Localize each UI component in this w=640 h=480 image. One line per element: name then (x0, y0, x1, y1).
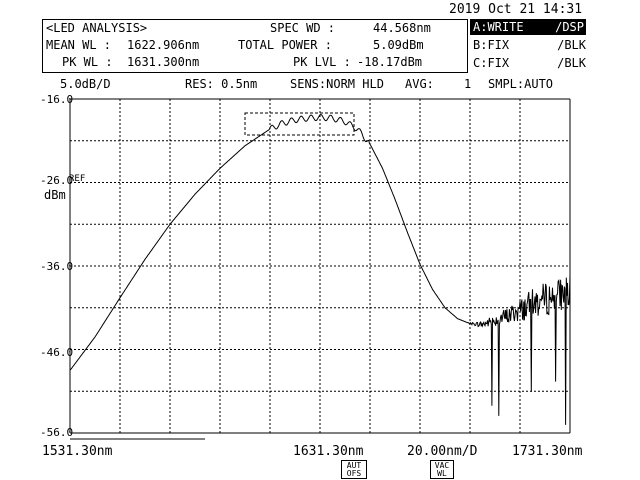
chart-grid (69, 98, 571, 434)
ref-label: REF (69, 174, 86, 184)
trace-a-name: A:WRITE (473, 20, 524, 34)
scale-setting: 5.0dB/D (60, 77, 111, 91)
smpl-setting: SMPL:AUTO (488, 77, 554, 91)
analysis-title: <LED ANALYSIS> (46, 21, 148, 35)
vac-wl-key[interactable]: VAC WL (430, 460, 454, 479)
res-setting: RES: 0.5nm (185, 77, 258, 91)
vac-wl-line1: VAC (434, 461, 450, 470)
y-tick-label: -26.0 (40, 174, 74, 187)
pk-lvl-value: -18.17dBm (357, 55, 423, 69)
avg-label: AVG: (405, 77, 434, 91)
vac-wl-line2: WL (437, 469, 447, 478)
y-tick-label: -36.0 (40, 260, 74, 273)
y-tick-label: -56.0 (40, 426, 74, 439)
total-power-value: 5.09dBm (373, 38, 424, 52)
sens-setting: SENS:NORM HLD (290, 77, 384, 91)
pk-wl-label: PK WL : (62, 55, 113, 69)
pk-lvl-label: PK LVL : (293, 55, 351, 69)
datetime: 2019 Oct 21 14:31 (449, 2, 583, 17)
total-power-label: TOTAL POWER : (238, 38, 332, 52)
spectrum-trace (69, 113, 571, 425)
x-span-label: 20.00nm/D (407, 444, 478, 459)
trace-b-name: B:FIX (473, 38, 510, 52)
peak-zoom-box (244, 112, 355, 136)
x-center-label: 1631.30nm (293, 444, 364, 459)
y-unit-label: dBm (44, 188, 66, 202)
pk-wl-value: 1631.300nm (127, 55, 200, 69)
trace-a-selector[interactable]: A:WRITE /DSP (470, 19, 586, 35)
trace-b-selector[interactable]: B:FIX /BLK (473, 39, 586, 52)
aut-ofs-key[interactable]: AUT OFS (341, 460, 367, 479)
trace-c-selector[interactable]: C:FIX /BLK (473, 57, 586, 70)
analysis-panel (42, 19, 468, 73)
avg-value: 1 (464, 77, 472, 91)
trace-a-mode: /DSP (555, 20, 584, 34)
trace-c-name: C:FIX (473, 56, 510, 70)
x-start-label: 1531.30nm (42, 444, 113, 459)
trace-c-mode: /BLK (557, 56, 586, 70)
x-stop-label: 1731.30nm (512, 444, 583, 459)
aut-ofs-line1: AUT (346, 461, 362, 470)
mean-wl-value: 1622.906nm (127, 38, 200, 52)
y-tick-label: -16.0 (40, 93, 74, 106)
aut-ofs-line2: OFS (346, 469, 362, 478)
mean-wl-label: MEAN WL : (46, 38, 112, 52)
y-tick-label: -46.0 (40, 346, 74, 359)
trace-b-mode: /BLK (557, 38, 586, 52)
spec-wd-value: 44.568nm (373, 21, 431, 35)
spec-wd-label: SPEC WD : (270, 21, 336, 35)
